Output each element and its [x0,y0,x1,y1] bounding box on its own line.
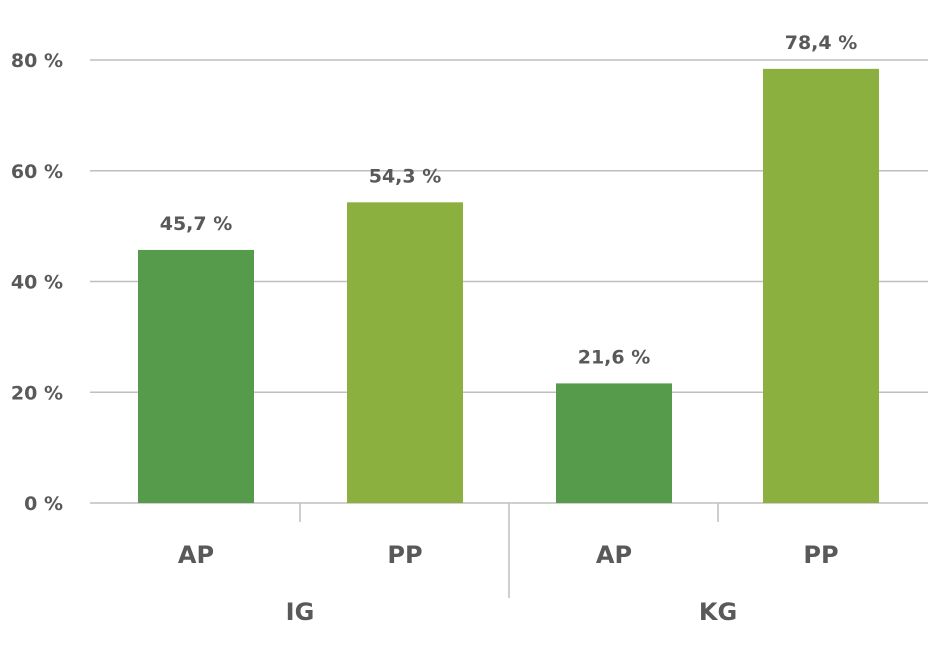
category-label: PP [387,541,422,569]
group-label: IG [286,598,315,626]
value-label: 54,3 % [369,165,442,187]
y-tick-label: 80 % [11,50,63,72]
y-tick-label: 0 % [24,493,63,515]
value-labels: 45,7 % 54,3 % 21,6 % 78,4 % [160,32,858,369]
bar-kg-pp [763,68,879,504]
bars [138,68,879,504]
category-label: AP [178,541,214,569]
category-label: AP [596,541,632,569]
value-label: 78,4 % [785,32,858,54]
y-tick-label: 20 % [11,382,63,404]
y-axis-ticks: 0 % 20 % 40 % 60 % 80 % [11,50,63,515]
category-label: PP [803,541,838,569]
value-label: 21,6 % [578,346,651,368]
group-label: KG [699,598,737,626]
bar-ig-pp [347,202,463,503]
y-tick-label: 40 % [11,272,63,294]
x-axis: AP PP AP PP IG KG [178,503,839,626]
bar-kg-ap [556,383,672,503]
bar-ig-ap [138,249,254,503]
y-tick-label: 60 % [11,161,63,183]
value-label: 45,7 % [160,213,233,235]
